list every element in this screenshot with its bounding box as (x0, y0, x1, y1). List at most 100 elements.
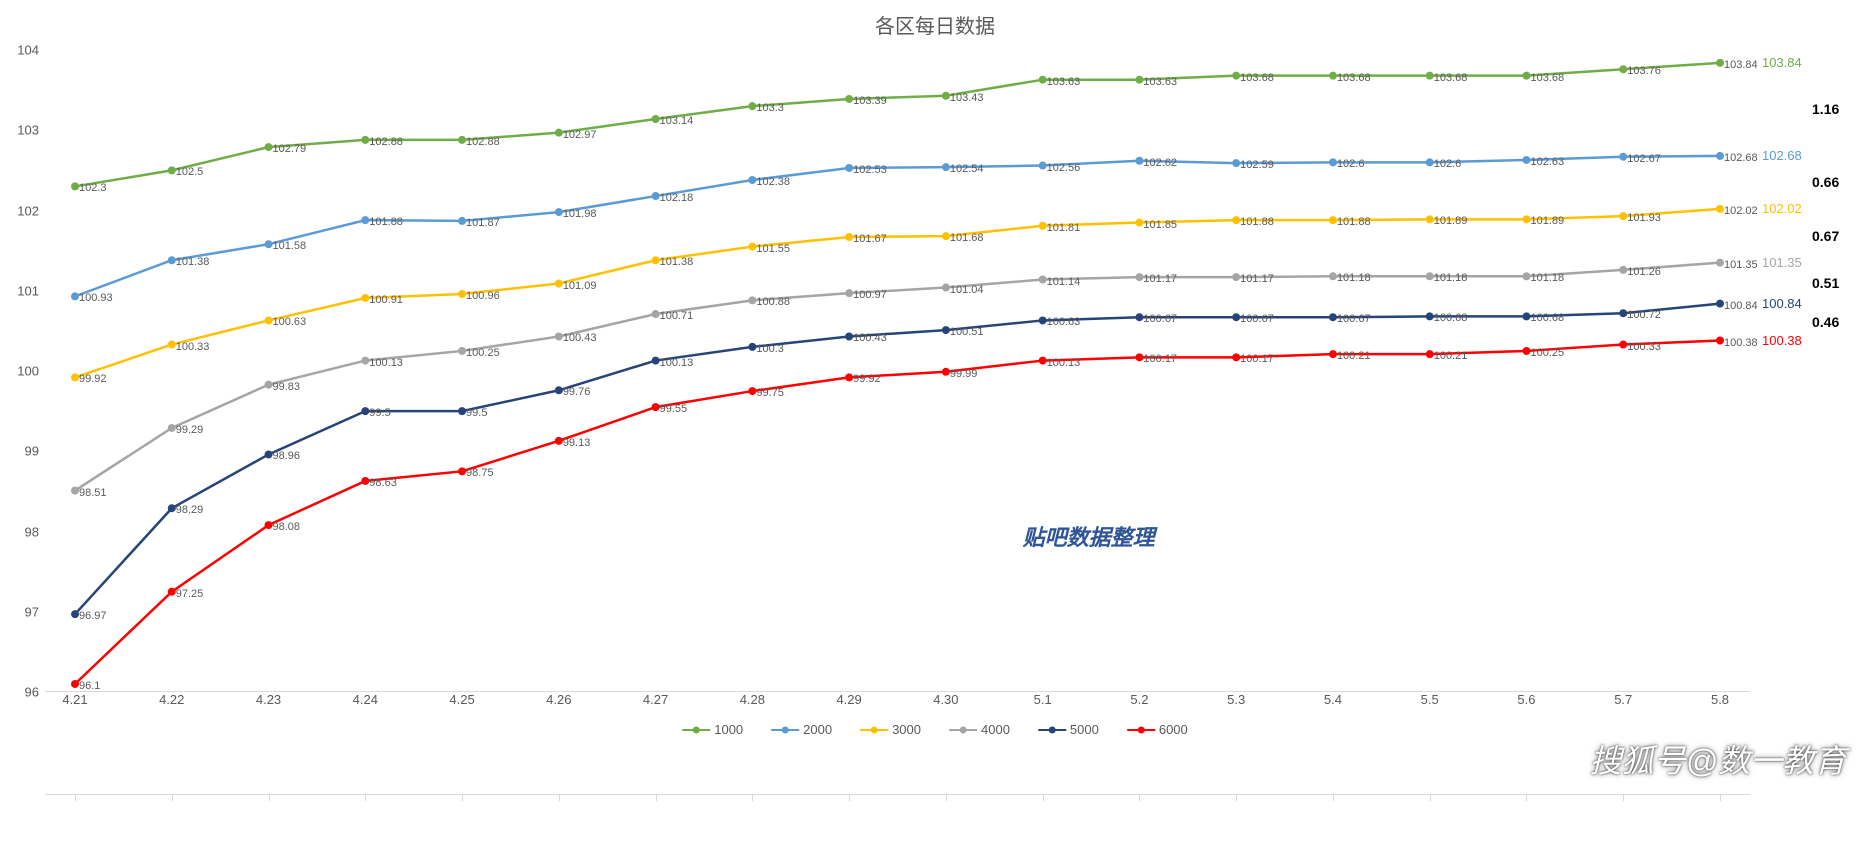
point-label: 100.67 (1240, 313, 1274, 325)
series-marker (71, 182, 79, 190)
point-label: 100.43 (853, 332, 887, 344)
legend-item-2000: 2000 (771, 722, 832, 737)
series-diff-label: 0.46 (1812, 314, 1839, 330)
point-label: 100.97 (853, 289, 887, 301)
point-label: 100.93 (79, 292, 113, 304)
series-marker (361, 216, 369, 224)
series-marker (1135, 219, 1143, 227)
series-marker (1426, 215, 1434, 223)
series-marker (361, 294, 369, 302)
point-label: 98.08 (273, 521, 301, 533)
point-label: 100.13 (1047, 357, 1081, 369)
legend-item-4000: 4000 (949, 722, 1010, 737)
point-label: 102.38 (756, 176, 790, 188)
y-tick-label: 102 (17, 203, 39, 218)
point-label: 101.26 (1627, 266, 1661, 278)
series-marker (652, 357, 660, 365)
x-tick-label: 5.2 (1130, 692, 1148, 707)
legend-item-6000: 6000 (1127, 722, 1188, 737)
point-label: 98.75 (466, 467, 494, 479)
series-marker (942, 232, 950, 240)
point-label: 100.68 (1530, 312, 1564, 324)
series-end-label: 103.84 (1762, 55, 1802, 70)
series-marker (652, 403, 660, 411)
series-marker (1426, 312, 1434, 320)
series-marker (265, 143, 273, 151)
point-label: 100.17 (1240, 353, 1274, 365)
series-marker (168, 256, 176, 264)
point-label: 100.33 (176, 341, 210, 353)
series-line-5000 (75, 304, 1720, 615)
series-marker (458, 347, 466, 355)
point-label: 101.38 (660, 256, 694, 268)
point-label: 101.81 (1047, 222, 1081, 234)
legend: 100020003000400050006000 (682, 722, 1188, 737)
series-marker (555, 332, 563, 340)
x-tick-label: 5.4 (1324, 692, 1342, 707)
series-marker (942, 92, 950, 100)
point-label: 100.68 (1434, 312, 1468, 324)
point-label: 99.99 (950, 368, 978, 380)
series-marker (748, 102, 756, 110)
x-tick-label: 5.1 (1034, 692, 1052, 707)
point-label: 102.97 (563, 129, 597, 141)
y-tick-label: 100 (17, 364, 39, 379)
point-label: 101.88 (369, 216, 403, 228)
series-marker (71, 373, 79, 381)
point-label: 102.56 (1047, 162, 1081, 174)
series-marker (1039, 357, 1047, 365)
x-tick-label: 4.23 (256, 692, 281, 707)
y-tick-label: 97 (25, 604, 39, 619)
series-marker (845, 332, 853, 340)
legend-label: 1000 (714, 722, 743, 737)
series-marker (1716, 59, 1724, 67)
bottom-tick (1139, 795, 1140, 801)
x-tick-label: 5.3 (1227, 692, 1245, 707)
series-marker (1619, 341, 1627, 349)
y-tick-label: 101 (17, 283, 39, 298)
series-end-label: 100.38 (1762, 333, 1802, 348)
series-marker (1329, 350, 1337, 358)
bottom-tick (1720, 795, 1721, 801)
series-marker (361, 136, 369, 144)
bottom-tick (462, 795, 463, 801)
legend-label: 6000 (1159, 722, 1188, 737)
x-tick-label: 4.21 (62, 692, 87, 707)
x-tick-label: 4.24 (353, 692, 378, 707)
bottom-tick (1236, 795, 1237, 801)
series-diff-label: 1.16 (1812, 101, 1839, 117)
legend-swatch (1038, 729, 1066, 731)
bottom-tick (1043, 795, 1044, 801)
y-tick-label: 98 (25, 524, 39, 539)
series-marker (265, 521, 273, 529)
point-label: 100.63 (1047, 316, 1081, 328)
point-label: 102.5 (176, 166, 204, 178)
point-label: 103.43 (950, 92, 984, 104)
series-marker (555, 386, 563, 394)
series-marker (1522, 72, 1530, 80)
point-label: 101.87 (466, 217, 500, 229)
series-marker (1232, 353, 1240, 361)
y-tick-label: 96 (25, 685, 39, 700)
point-label: 101.88 (1337, 216, 1371, 228)
series-marker (1232, 313, 1240, 321)
series-marker (845, 233, 853, 241)
series-marker (652, 310, 660, 318)
series-marker (1619, 266, 1627, 274)
series-marker (168, 424, 176, 432)
point-label: 101.18 (1434, 272, 1468, 284)
point-label: 100.67 (1337, 313, 1371, 325)
point-label: 100.13 (369, 357, 403, 369)
series-marker (1522, 312, 1530, 320)
bottom-tick (1333, 795, 1334, 801)
series-marker (1232, 159, 1240, 167)
point-label: 100.17 (1143, 353, 1177, 365)
bottom-tick (656, 795, 657, 801)
series-marker (555, 208, 563, 216)
point-label: 99.92 (853, 373, 881, 385)
legend-item-3000: 3000 (860, 722, 921, 737)
series-marker (1039, 76, 1047, 84)
series-marker (845, 164, 853, 172)
series-marker (265, 316, 273, 324)
series-marker (71, 487, 79, 495)
